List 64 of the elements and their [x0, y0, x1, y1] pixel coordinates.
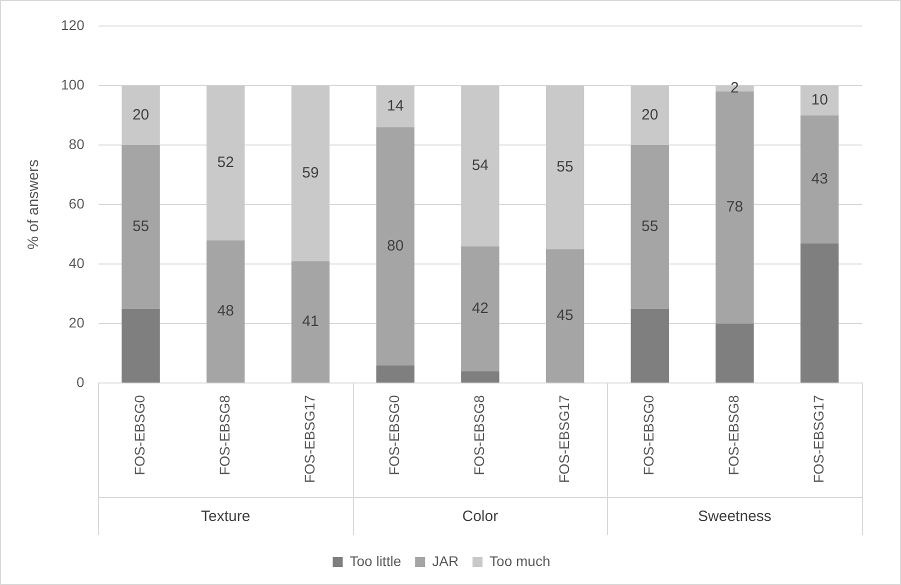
x-tick-label: FOS-EBSG17	[301, 394, 318, 484]
bar	[376, 86, 414, 128]
bar	[122, 308, 160, 383]
y-tick-label: 120	[61, 16, 85, 33]
data-label: 20	[642, 106, 658, 124]
y-tick-label: 0	[76, 374, 85, 390]
data-label: 59	[302, 164, 319, 182]
y-tick-label: 100	[61, 76, 85, 92]
x-tick-label: FOS-EBSG8	[471, 394, 488, 476]
bar	[376, 365, 414, 383]
data-label: 43	[811, 170, 828, 188]
data-label: 48	[217, 302, 234, 320]
bar	[800, 115, 839, 244]
data-label: 45	[556, 307, 574, 324]
legend-label: Too much	[490, 552, 550, 569]
data-label: 20	[132, 106, 150, 124]
data-label: 55	[642, 218, 658, 235]
data-label: 54	[472, 157, 489, 174]
y-tick-label: 80	[68, 136, 85, 152]
x-tick-label: FOS-EBSG17	[810, 394, 826, 484]
data-label: 78	[726, 198, 744, 216]
x-tick-label: FOS-EBSG0	[640, 394, 657, 476]
data-label: 42	[472, 300, 489, 317]
bar	[461, 86, 500, 246]
legend-label: JAR	[432, 552, 459, 569]
bar	[800, 86, 839, 116]
legend-label: Too little	[350, 552, 402, 569]
x-tick-label: FOS-EBSG0	[386, 394, 402, 476]
bar	[291, 261, 330, 383]
text: Sweetness	[698, 508, 772, 526]
bar	[206, 240, 245, 383]
data-label: 2	[730, 80, 739, 97]
bar	[630, 145, 669, 309]
bar	[291, 86, 330, 262]
bar	[630, 308, 669, 383]
bar	[800, 243, 839, 383]
bar	[461, 246, 500, 372]
bar	[716, 91, 754, 324]
bar	[122, 145, 160, 309]
data-label: 41	[302, 312, 319, 330]
x-tick-label: FOS-EBSG0	[132, 394, 148, 476]
data-label: 55	[556, 158, 574, 176]
text: Texture	[201, 508, 250, 526]
bar	[716, 324, 754, 383]
y-axis-title: % of answers	[25, 160, 42, 250]
bar	[546, 249, 584, 383]
bar	[376, 127, 414, 366]
bar	[206, 86, 245, 240]
bar	[546, 86, 584, 250]
x-tick-label: FOS-EBSG17	[556, 394, 572, 484]
y-tick-label: 20	[68, 314, 85, 330]
data-label: 52	[217, 154, 234, 172]
bar	[461, 371, 500, 383]
text: Color	[462, 508, 498, 526]
y-tick-label: 40	[68, 254, 85, 271]
bar	[122, 86, 160, 146]
bar	[630, 86, 669, 146]
x-tick-label: FOS-EBSG8	[216, 394, 232, 476]
data-label: 80	[386, 237, 404, 254]
data-label: 14	[386, 97, 404, 114]
data-label: 10	[811, 92, 828, 109]
y-tick-label: 60	[68, 195, 85, 212]
data-label: 55	[132, 218, 150, 235]
x-tick-label: FOS-EBSG8	[726, 394, 742, 476]
